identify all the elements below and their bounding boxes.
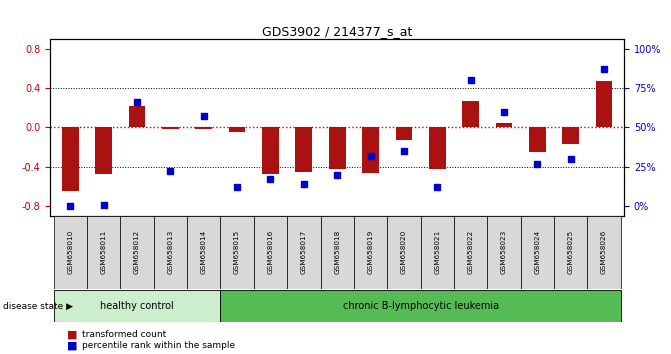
- Text: GSM658017: GSM658017: [301, 230, 307, 274]
- Bar: [596, 81, 613, 127]
- Bar: [221, 216, 254, 289]
- Bar: [429, 127, 446, 169]
- Bar: [195, 127, 212, 130]
- Bar: [262, 127, 279, 174]
- Bar: [129, 106, 146, 127]
- Bar: [287, 216, 321, 289]
- Bar: [354, 216, 387, 289]
- Bar: [521, 216, 554, 289]
- Bar: [54, 216, 87, 289]
- Bar: [529, 127, 546, 152]
- Bar: [554, 216, 587, 289]
- Bar: [487, 216, 521, 289]
- Text: healthy control: healthy control: [100, 301, 174, 311]
- Bar: [120, 216, 154, 289]
- Text: ■: ■: [67, 340, 78, 350]
- Text: GSM658022: GSM658022: [468, 230, 474, 274]
- Text: GSM658020: GSM658020: [401, 230, 407, 274]
- Text: GSM658015: GSM658015: [234, 230, 240, 274]
- Bar: [321, 216, 354, 289]
- Bar: [395, 127, 412, 140]
- Text: GSM658021: GSM658021: [434, 230, 440, 274]
- Bar: [229, 127, 246, 132]
- Text: GSM658023: GSM658023: [501, 230, 507, 274]
- Text: GSM658025: GSM658025: [568, 230, 574, 274]
- Text: transformed count: transformed count: [82, 330, 166, 339]
- Text: ■: ■: [67, 330, 78, 339]
- Text: GSM658012: GSM658012: [134, 230, 140, 274]
- Bar: [454, 216, 487, 289]
- Bar: [254, 216, 287, 289]
- Bar: [421, 216, 454, 289]
- Bar: [362, 127, 379, 173]
- Bar: [329, 127, 346, 169]
- Text: GSM658013: GSM658013: [167, 230, 173, 274]
- Bar: [95, 127, 112, 174]
- Bar: [87, 216, 120, 289]
- Text: GSM658019: GSM658019: [368, 230, 374, 274]
- Text: GSM658026: GSM658026: [601, 230, 607, 274]
- Bar: [587, 216, 621, 289]
- Text: percentile rank within the sample: percentile rank within the sample: [82, 341, 235, 350]
- Text: GSM658011: GSM658011: [101, 230, 107, 274]
- Text: GSM658024: GSM658024: [534, 230, 540, 274]
- Bar: [295, 127, 312, 172]
- Bar: [187, 216, 221, 289]
- Bar: [462, 101, 479, 127]
- Text: GSM658018: GSM658018: [334, 230, 340, 274]
- Text: GSM658010: GSM658010: [67, 230, 73, 274]
- Bar: [54, 290, 221, 322]
- Title: GDS3902 / 214377_s_at: GDS3902 / 214377_s_at: [262, 25, 413, 38]
- Bar: [154, 216, 187, 289]
- Bar: [62, 127, 79, 192]
- Bar: [496, 122, 512, 127]
- Text: disease state ▶: disease state ▶: [3, 302, 73, 311]
- Bar: [562, 127, 579, 144]
- Text: GSM658014: GSM658014: [201, 230, 207, 274]
- Text: chronic B-lymphocytic leukemia: chronic B-lymphocytic leukemia: [342, 301, 499, 311]
- Bar: [162, 127, 178, 130]
- Bar: [221, 290, 621, 322]
- Bar: [387, 216, 421, 289]
- Text: GSM658016: GSM658016: [268, 230, 274, 274]
